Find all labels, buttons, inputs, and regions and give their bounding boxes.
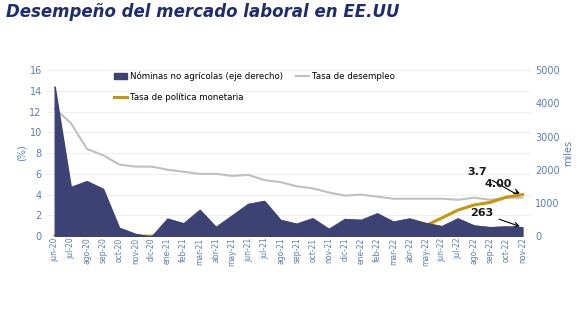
Y-axis label: (%): (%) xyxy=(17,145,27,161)
Text: 3.7: 3.7 xyxy=(468,167,519,196)
Text: Desempeño del mercado laboral en EE.UU: Desempeño del mercado laboral en EE.UU xyxy=(6,3,399,21)
Text: 4.00: 4.00 xyxy=(484,179,519,193)
Text: 263: 263 xyxy=(470,208,519,226)
Y-axis label: miles: miles xyxy=(563,140,573,166)
Legend: Tasa de política monetaria: Tasa de política monetaria xyxy=(114,93,244,102)
